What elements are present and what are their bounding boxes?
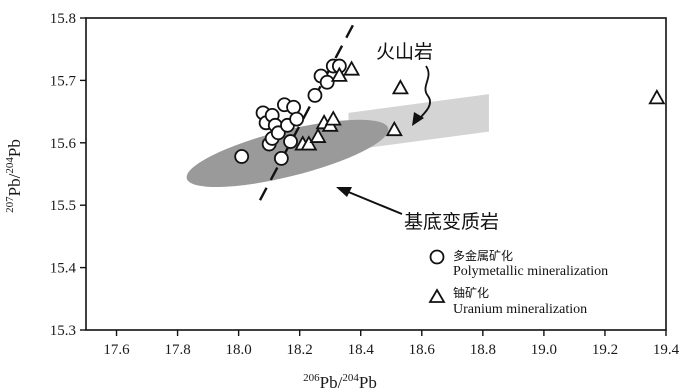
legend-uranium-cn: 铀矿化 xyxy=(453,286,489,300)
volcanic-arrow-line xyxy=(417,65,431,121)
data-point-polymetallic-14 xyxy=(307,87,323,103)
data-point-polymetallic-11 xyxy=(283,134,298,149)
legend-polymetallic-en: Polymetallic mineralization xyxy=(453,264,608,279)
axes-layer: 17.6 17.8 18.0 18.2 18.4 18.6 18.8 19.0 19.2 19.4… xyxy=(50,11,680,358)
data-point-polymetallic-12 xyxy=(286,99,301,115)
x-axis-title-iso2: 204 xyxy=(342,372,359,384)
y-axis-title: 207Pb/204Pb xyxy=(4,139,24,213)
data-point-polymetallic-13 xyxy=(289,111,305,127)
y-tick-label-2: 15.5 xyxy=(50,198,76,214)
legend: 多金属矿化 Polymetallic mineralization 铀矿化 Ur… xyxy=(428,248,608,317)
x-tick-label-8: 19.2 xyxy=(592,342,618,358)
data-point-uranium-9 xyxy=(391,79,409,95)
annotation-arrows xyxy=(336,65,431,215)
x-axis-title: 206Pb/204Pb xyxy=(303,372,377,392)
y-axis-title-iso1: 207 xyxy=(4,196,16,213)
data-point-uranium-1 xyxy=(300,135,318,151)
x-tick-label-9: 19.4 xyxy=(653,342,680,358)
legend-circle-marker xyxy=(429,249,445,265)
trend-line-dashed xyxy=(258,18,359,201)
volcanic-arrow-head xyxy=(412,112,424,126)
plot-frame xyxy=(85,17,667,331)
x-tick-label-2: 18.0 xyxy=(226,342,252,358)
y-tick-label-1: 15.4 xyxy=(50,261,77,277)
x-tick-label-4: 18.4 xyxy=(348,342,375,358)
data-point-uranium-6 xyxy=(330,66,348,82)
trend-layer xyxy=(258,18,359,201)
x-tick-label-3: 18.2 xyxy=(287,342,313,358)
data-point-polymetallic-8 xyxy=(273,150,289,166)
x-tick-label-6: 18.8 xyxy=(470,342,496,358)
x-axis-title-elem2: Pb xyxy=(359,373,377,392)
y-axis-title-iso2: 204 xyxy=(4,157,16,174)
points-layer xyxy=(234,58,666,166)
annotation-volcanic-rock: 火山岩 xyxy=(376,41,433,63)
data-point-uranium-5 xyxy=(324,110,342,126)
fields-layer xyxy=(186,94,489,188)
y-tick-label-3: 15.6 xyxy=(50,136,77,152)
x-tick-label-5: 18.6 xyxy=(409,342,436,358)
data-point-polymetallic-16 xyxy=(319,74,335,90)
data-point-uranium-10 xyxy=(648,89,666,105)
x-axis-title-elem1: Pb/ xyxy=(320,373,343,392)
y-axis-title-elem2: Pb xyxy=(5,139,24,157)
x-tick-label-1: 17.8 xyxy=(164,342,190,358)
basement-arrow-head xyxy=(336,187,352,197)
x-tick-label-7: 19.0 xyxy=(531,342,557,358)
data-point-polymetallic-0 xyxy=(234,149,250,164)
annotation-basement-metamorphic-rock: 基底变质岩 xyxy=(404,211,499,233)
y-axis-title-elem1: Pb/ xyxy=(5,173,24,196)
legend-triangle-marker xyxy=(428,288,446,303)
x-axis-title-iso1: 206 xyxy=(303,372,320,384)
data-point-uranium-2 xyxy=(309,127,327,143)
y-tick-label-4: 15.7 xyxy=(50,73,77,89)
field-basement-metamorphic-rock xyxy=(186,119,389,188)
x-tick-label-0: 17.6 xyxy=(103,342,130,358)
y-tick-label-0: 15.3 xyxy=(50,323,76,339)
legend-polymetallic-cn: 多金属矿化 xyxy=(453,248,513,263)
basement-arrow-line xyxy=(345,190,403,215)
legend-uranium-en: Uranium mineralization xyxy=(453,302,587,317)
data-point-uranium-8 xyxy=(385,120,403,137)
data-point-uranium-7 xyxy=(343,60,361,76)
y-tick-label-5: 15.8 xyxy=(50,11,76,27)
